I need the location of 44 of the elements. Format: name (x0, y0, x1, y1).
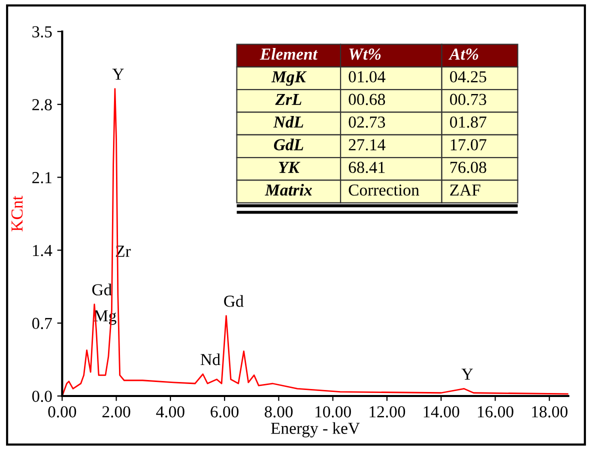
annotation: 01.87 (450, 116, 486, 128)
annotation: 04.25 (450, 71, 486, 82)
y-tick-label: 1.4 (33, 244, 52, 256)
annotation: 02.73 (348, 116, 385, 128)
x-tick-label: 4.00 (156, 406, 184, 418)
y-tick-label: 3.5 (32, 26, 52, 38)
annotation: 00.73 (450, 94, 486, 106)
x-tick-label: 18.00 (532, 406, 568, 418)
annotation: Gd (92, 284, 112, 296)
x-tick-label: 2.00 (102, 406, 130, 418)
x-tick-label: 6.00 (210, 406, 239, 418)
annotation: ZAF (450, 184, 480, 196)
annotation: 00.68 (348, 94, 386, 106)
annotation: Y (462, 368, 473, 380)
annotation: Nd (200, 353, 220, 366)
x-tick-label: 12.00 (370, 406, 406, 418)
x-tick-label: 10.00 (316, 406, 351, 418)
annotation: 17.07 (450, 139, 486, 150)
y-tick-label: 0.7 (32, 318, 52, 330)
x-tick-label: 16.00 (478, 406, 514, 418)
x-tick-label: 0.00 (48, 406, 76, 418)
annotation: Matrix (264, 184, 312, 196)
annotation: Y (112, 68, 124, 80)
annotation: GdL (274, 138, 304, 150)
y-axis-title: KCnt (11, 196, 23, 232)
annotation: Wt% (349, 48, 381, 60)
annotation: Correction (348, 184, 420, 196)
x-tick-label: 14.00 (424, 406, 460, 418)
x-axis-title: Energy - keV (270, 422, 360, 438)
annotation: Element (260, 48, 318, 60)
y-tick-label: 2.8 (32, 99, 52, 110)
annotation: MgK (271, 71, 307, 86)
y-tick-label: 2.1 (32, 172, 52, 184)
x-tick-label: 8.00 (264, 406, 293, 418)
annotation: 76.08 (450, 162, 486, 174)
annotation: YK (278, 162, 300, 173)
annotation: NdL (273, 116, 304, 128)
y-tick-label: 0.0 (32, 390, 52, 402)
annotation: 01.04 (348, 71, 386, 82)
annotation: Gd (224, 295, 244, 307)
annotation: 68.41 (348, 162, 385, 174)
annotation: At% (448, 48, 478, 60)
annotation: 27.14 (348, 139, 386, 150)
annotation: ZrL (275, 94, 302, 105)
